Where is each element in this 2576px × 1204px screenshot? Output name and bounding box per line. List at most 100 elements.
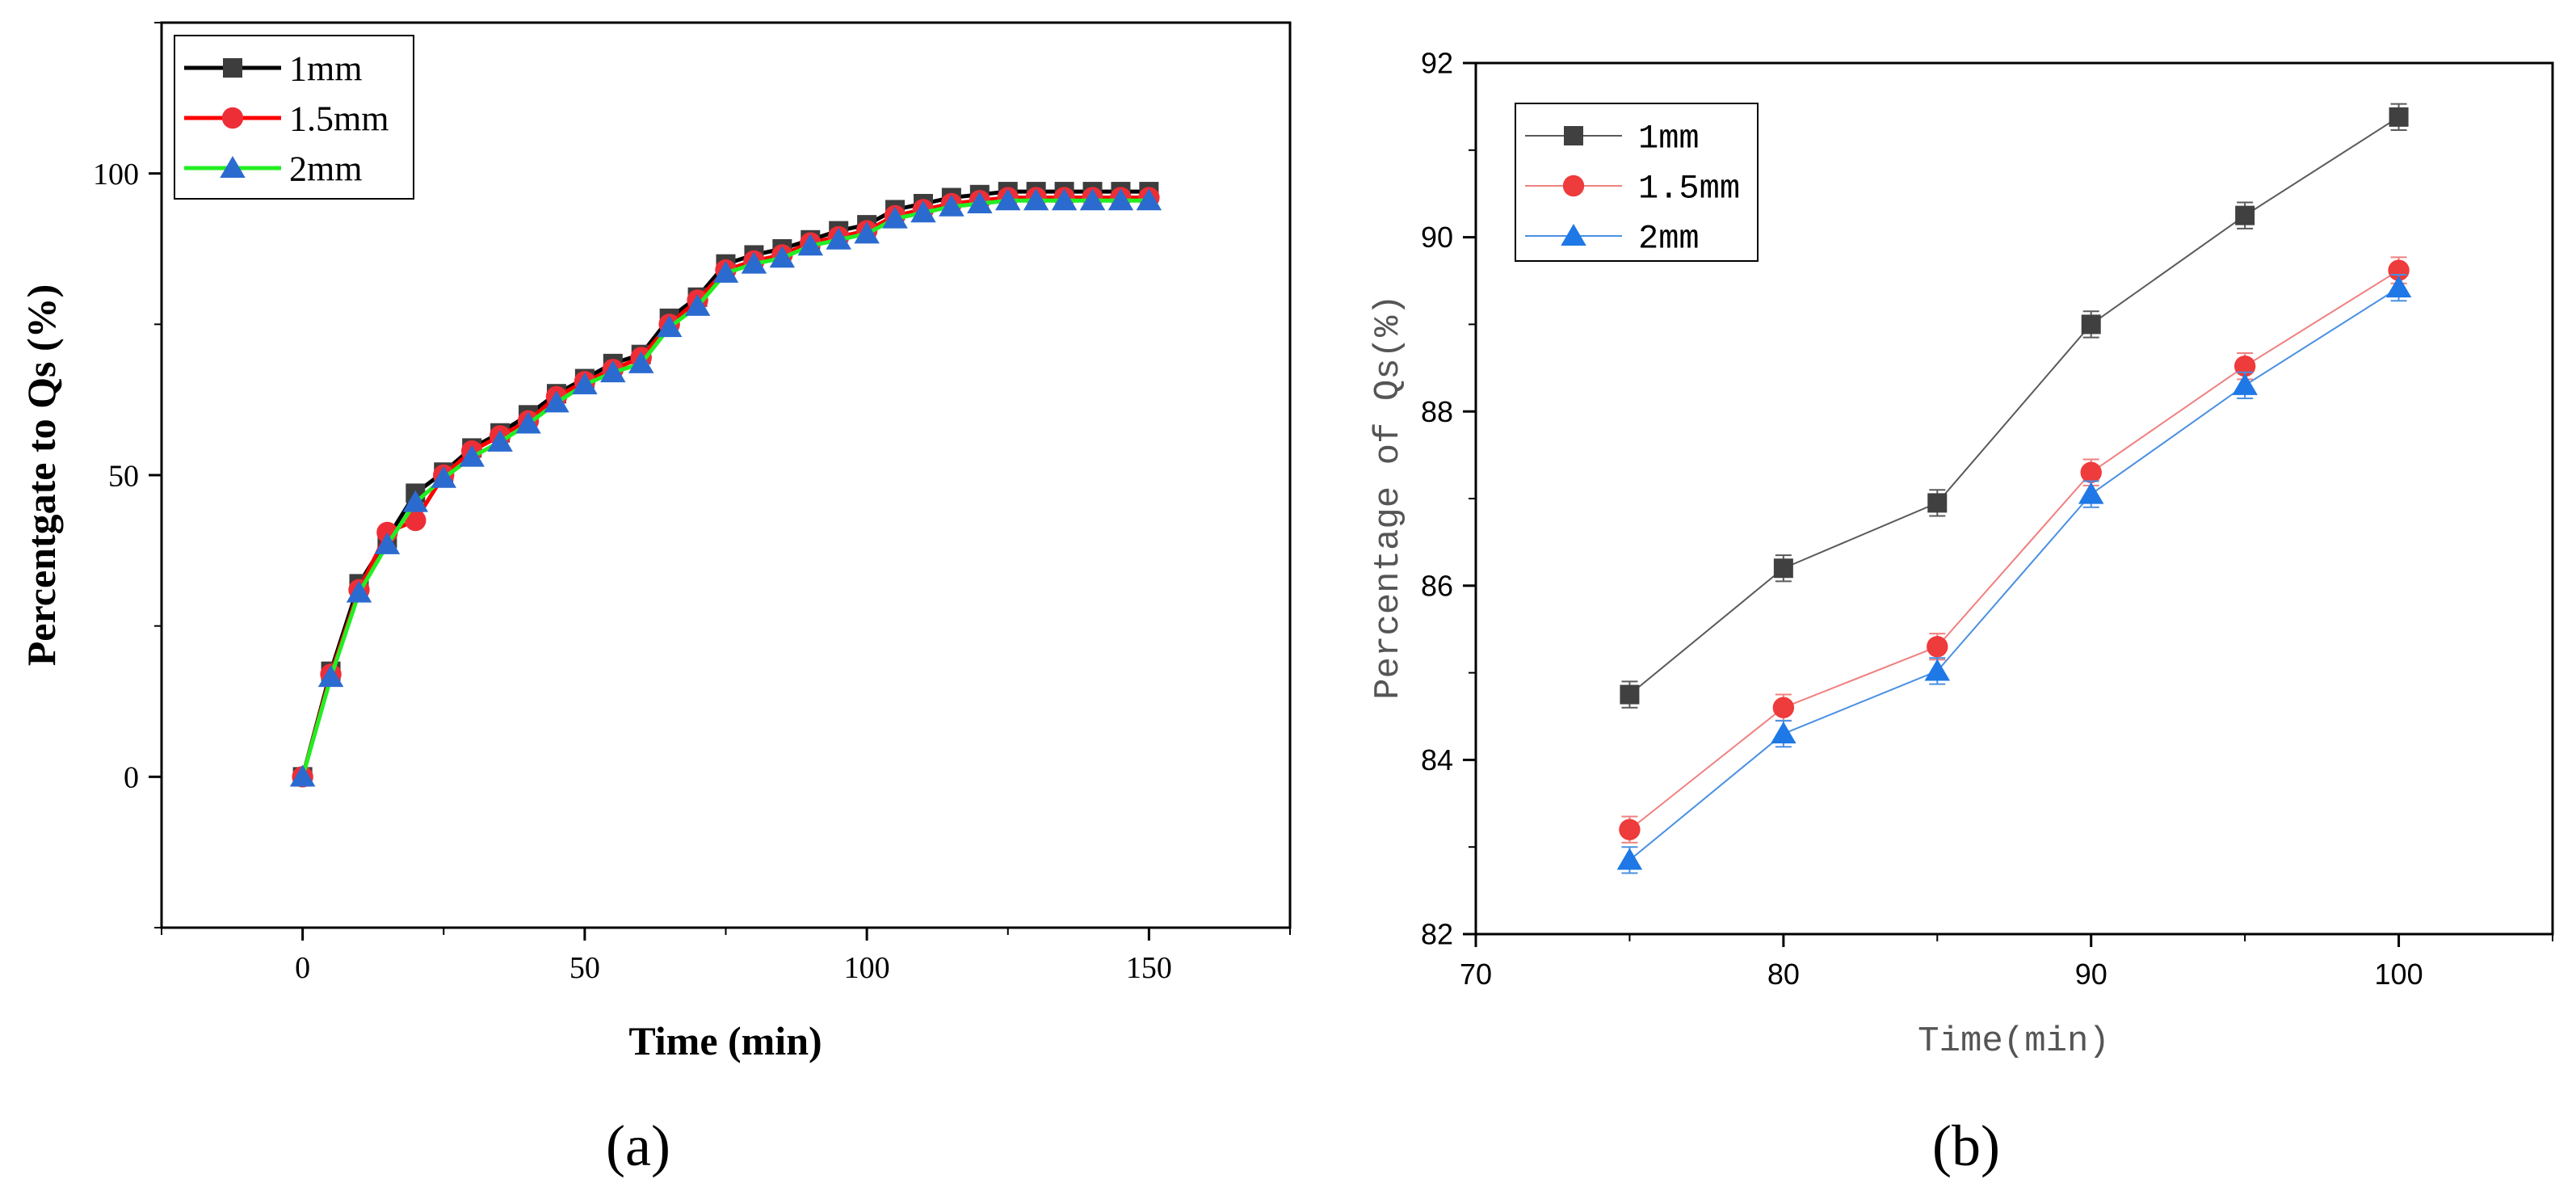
data-point xyxy=(459,444,485,467)
y-tick-label: 82 xyxy=(1421,918,1453,951)
series-1-5mm xyxy=(1619,256,2410,844)
y-tick-label: 86 xyxy=(1421,569,1453,602)
data-point xyxy=(684,293,711,316)
y-tick-label: 92 xyxy=(1421,47,1453,80)
panel-a-y-ticks: 0 50 100 xyxy=(93,22,162,928)
data-point xyxy=(1773,558,1793,579)
data-point xyxy=(402,490,429,512)
legend-label: 1mm xyxy=(1638,120,1700,158)
data-point xyxy=(2078,482,2104,504)
data-point xyxy=(1107,188,1134,211)
data-point xyxy=(374,532,401,554)
x-tick-label: 90 xyxy=(2075,958,2107,991)
data-point xyxy=(1924,659,1951,681)
data-point xyxy=(1051,188,1078,211)
x-tick-label: 80 xyxy=(1767,958,1800,991)
data-point xyxy=(712,260,739,283)
y-tick-label: 90 xyxy=(1421,221,1453,254)
panel-a-legend-items: 1mm 1.5mm 2mm xyxy=(184,48,389,188)
data-point xyxy=(854,221,880,244)
legend-marker xyxy=(1564,126,1583,145)
panel-b: 70 80 90 100 82 84 86 88 90 92 Time(min) Percent… xyxy=(1368,47,2554,1178)
data-point xyxy=(544,390,569,413)
data-point xyxy=(769,246,796,268)
panel-b-y-ticks: 82 84 86 88 90 92 xyxy=(1421,47,1476,951)
legend-marker xyxy=(223,58,242,78)
series-2mm xyxy=(1616,273,2412,874)
series-line xyxy=(1628,116,2400,696)
panel-a-legend: 1mm 1.5mm 2mm xyxy=(174,35,414,200)
y-tick-label: 0 xyxy=(124,761,139,795)
data-point xyxy=(1771,722,1796,744)
data-point xyxy=(1927,636,1948,658)
panel-a-x-ticks: 0 50 100 150 xyxy=(161,928,1291,985)
data-point xyxy=(1023,188,1049,211)
panel-b-legend: 1mm 1.5mm 2mm xyxy=(1515,103,1759,262)
data-point xyxy=(2232,373,2258,395)
panel-a: 0 50 100 150 0 50 100 Time (min) Percentgate … xyxy=(19,21,1292,1178)
data-point xyxy=(346,580,372,603)
data-point xyxy=(1079,188,1106,211)
data-point xyxy=(572,373,598,394)
data-point xyxy=(1927,493,1948,513)
series-line xyxy=(1628,287,2400,861)
data-point xyxy=(910,200,936,223)
x-tick-label: 100 xyxy=(2375,958,2423,991)
legend-marker xyxy=(1561,224,1586,246)
legend-marker xyxy=(1562,175,1585,197)
legend-marker xyxy=(220,156,246,178)
data-point xyxy=(289,764,316,787)
data-point xyxy=(2080,461,2102,483)
series-line xyxy=(300,198,1149,778)
panel-a-y-axis-label: Percentgate to Qs (%) xyxy=(19,284,64,667)
data-point xyxy=(2385,276,2412,298)
panel-b-legend-items: 1mm 1.5mm 2mm xyxy=(1525,120,1740,259)
legend-label: 1.5mm xyxy=(289,99,389,138)
data-point xyxy=(995,188,1021,211)
legend-label: 1mm xyxy=(289,48,362,88)
data-point xyxy=(628,351,654,373)
data-point xyxy=(967,192,993,213)
data-point xyxy=(431,465,456,488)
legend-label: 2mm xyxy=(1638,220,1700,259)
x-tick-label: 70 xyxy=(1460,958,1492,991)
data-point xyxy=(1616,848,1643,870)
data-point xyxy=(656,315,683,338)
data-point xyxy=(487,429,513,452)
panel-b-caption: (b) xyxy=(1932,1113,2000,1178)
legend-label: 1.5mm xyxy=(1638,170,1740,208)
data-point xyxy=(1620,684,1640,705)
y-tick-label: 84 xyxy=(1421,743,1453,777)
data-point xyxy=(826,227,851,250)
x-tick-label: 50 xyxy=(569,951,600,985)
panel-b-x-ticks: 70 80 90 100 xyxy=(1460,934,2553,991)
data-point xyxy=(1619,819,1641,840)
data-point xyxy=(741,251,767,274)
series-line xyxy=(1628,269,2400,831)
panel-a-caption: (a) xyxy=(606,1113,670,1178)
series-1mm xyxy=(1620,103,2409,709)
data-point xyxy=(2388,259,2410,281)
panel-b-x-axis-label: Time(min) xyxy=(1918,1021,2110,1062)
legend-label: 2mm xyxy=(289,149,362,188)
panel-b-y-axis-label: Percentage of Qs(%) xyxy=(1368,294,1409,700)
data-point xyxy=(2081,314,2101,335)
panel-b-legend-box xyxy=(1515,103,1759,262)
x-tick-label: 0 xyxy=(295,951,310,985)
data-point xyxy=(882,206,908,229)
x-tick-label: 100 xyxy=(844,951,890,985)
series-2mm xyxy=(289,188,1162,787)
data-point xyxy=(515,411,541,434)
data-point xyxy=(797,234,824,256)
data-point xyxy=(2235,205,2255,225)
data-point xyxy=(2389,107,2409,127)
series-line xyxy=(300,196,1149,777)
panel-a-x-axis-label: Time (min) xyxy=(628,1018,822,1063)
panel-b-series xyxy=(1616,103,2412,874)
data-point xyxy=(939,194,964,217)
panel-a-series xyxy=(289,182,1162,788)
y-tick-label: 88 xyxy=(1421,395,1453,428)
legend-marker xyxy=(221,107,244,129)
data-point xyxy=(317,665,344,688)
